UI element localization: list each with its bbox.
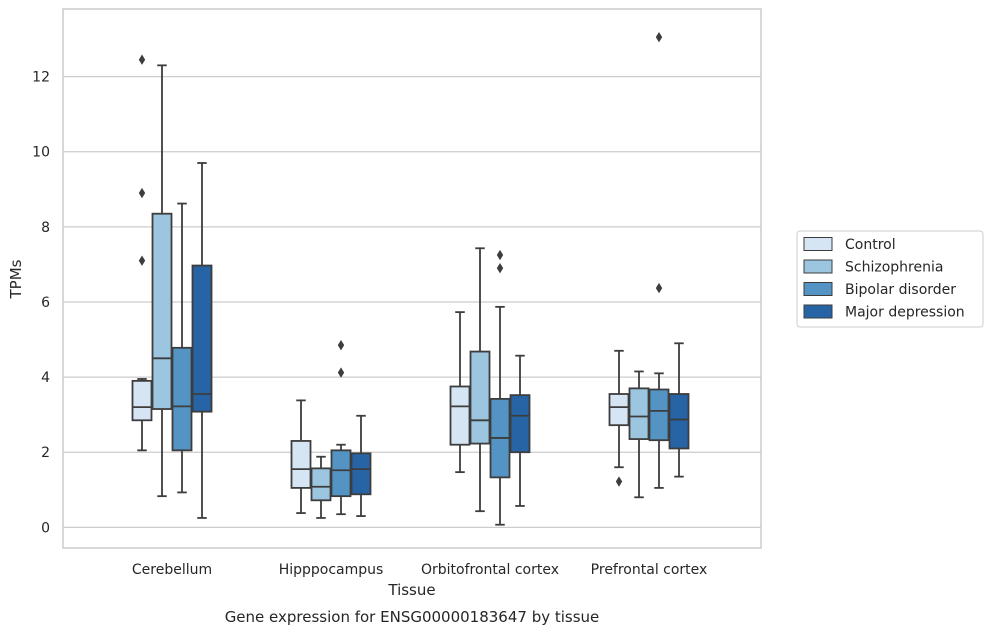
outlier-point — [337, 367, 345, 378]
legend-label: Schizophrenia — [845, 260, 943, 276]
x-axis-label: Tissue — [387, 581, 435, 599]
box — [131, 379, 153, 422]
legend-swatch — [803, 259, 833, 274]
box — [648, 388, 670, 442]
outlier-point — [138, 187, 146, 199]
y-axis-label: TPMs — [7, 259, 25, 299]
x-tick-label: Prefrontal cortex — [591, 562, 708, 578]
y-tick-label: 10 — [32, 145, 50, 161]
box-plot — [648, 31, 670, 489]
outlier-point — [496, 249, 504, 261]
box — [191, 264, 213, 413]
box — [449, 385, 471, 446]
outlier-point — [655, 282, 663, 294]
box-plot — [131, 54, 153, 452]
box — [628, 387, 650, 440]
box — [350, 452, 372, 496]
box-plot — [469, 247, 491, 513]
box — [171, 346, 193, 452]
y-tick-label: 0 — [41, 520, 50, 536]
box — [509, 394, 531, 454]
legend-swatch — [803, 237, 833, 251]
legend: Control Schizophrenia Bipolar disorder Majo… — [796, 230, 984, 328]
box-plot — [310, 455, 332, 519]
y-tick-label: 4 — [41, 370, 50, 386]
outlier-point — [138, 54, 146, 65]
legend-label: Bipolar disorder — [845, 282, 956, 298]
box-plot — [628, 370, 650, 499]
box — [608, 393, 630, 427]
outlier-point — [615, 476, 623, 487]
y-tick-label: 12 — [32, 70, 50, 86]
box-plot — [151, 64, 173, 498]
box — [151, 212, 173, 410]
plot-frame — [62, 8, 762, 549]
outlier-point — [655, 31, 663, 43]
x-tick-label: Hipppocampus — [279, 562, 384, 578]
box — [668, 393, 690, 450]
legend-swatch — [803, 282, 833, 296]
box-plot — [191, 162, 213, 519]
chart-caption: Gene expression for ENSG00000183647 by t… — [225, 608, 600, 626]
box — [330, 449, 352, 498]
outlier-point — [496, 262, 504, 274]
legend-label: Major depression — [845, 305, 965, 321]
box-plot — [509, 354, 531, 507]
y-tick-label: 2 — [41, 445, 50, 461]
outlier-point — [138, 255, 146, 266]
box-plot — [449, 311, 471, 474]
box-plot — [489, 249, 511, 526]
x-tick-label: Orbitofrontal cortex — [421, 562, 559, 578]
box — [469, 350, 491, 445]
y-tick-label: 6 — [41, 295, 50, 311]
box-groups — [131, 31, 690, 526]
legend-swatch — [803, 304, 833, 319]
box-plot — [330, 339, 352, 516]
x-tick-label: Cerebellum — [132, 562, 212, 578]
box — [310, 467, 332, 502]
box-plot — [350, 414, 372, 517]
box-plot — [668, 342, 690, 478]
box-plot — [290, 399, 312, 514]
box-plot — [608, 349, 630, 487]
box-plot — [171, 202, 193, 494]
legend-label: Control — [845, 237, 896, 253]
y-tick-label: 8 — [41, 220, 50, 236]
legend-frame — [796, 230, 984, 328]
y-tick-labels: 0 2 4 6 8 10 12 — [32, 70, 50, 537]
x-tick-labels: Cerebellum Hipppocampus Orbitofrontal cort… — [132, 562, 707, 578]
outlier-point — [337, 339, 345, 351]
box — [290, 440, 312, 489]
